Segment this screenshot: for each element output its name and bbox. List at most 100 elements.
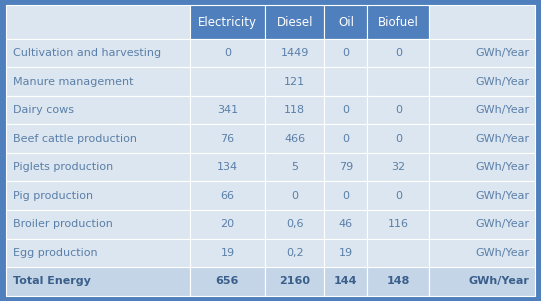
Bar — [430, 267, 535, 296]
Text: Cultivation and harvesting: Cultivation and harvesting — [13, 48, 161, 58]
Bar — [367, 210, 430, 238]
Text: GWh/Year: GWh/Year — [475, 219, 529, 229]
Bar — [265, 96, 325, 124]
Bar — [430, 238, 535, 267]
Text: Beef cattle production: Beef cattle production — [13, 134, 137, 144]
Text: 0: 0 — [395, 105, 402, 115]
Text: 0: 0 — [291, 191, 298, 201]
Bar — [325, 96, 367, 124]
Text: Biofuel: Biofuel — [378, 16, 419, 29]
Text: 0: 0 — [395, 191, 402, 201]
Text: 79: 79 — [339, 162, 353, 172]
Bar — [430, 182, 535, 210]
Bar — [265, 39, 325, 67]
Text: GWh/Year: GWh/Year — [475, 134, 529, 144]
Text: GWh/Year: GWh/Year — [475, 191, 529, 201]
Bar — [325, 182, 367, 210]
Text: GWh/Year: GWh/Year — [475, 105, 529, 115]
Text: 0: 0 — [395, 48, 402, 58]
Bar — [367, 267, 430, 296]
Bar — [6, 67, 190, 96]
Bar — [190, 67, 265, 96]
Bar — [265, 5, 325, 39]
Bar — [6, 96, 190, 124]
Text: Piglets production: Piglets production — [13, 162, 113, 172]
Bar — [325, 39, 367, 67]
Text: 2160: 2160 — [279, 276, 310, 286]
Text: 5: 5 — [291, 162, 298, 172]
Bar — [6, 39, 190, 67]
Text: Electricity: Electricity — [198, 16, 257, 29]
Bar — [265, 182, 325, 210]
Bar — [6, 267, 190, 296]
Bar — [190, 210, 265, 238]
Text: Broiler production: Broiler production — [13, 219, 113, 229]
Bar — [6, 210, 190, 238]
Bar — [430, 96, 535, 124]
Bar — [325, 124, 367, 153]
Text: 0: 0 — [224, 48, 231, 58]
Text: 0,6: 0,6 — [286, 219, 304, 229]
Text: 19: 19 — [220, 248, 234, 258]
Text: 0: 0 — [342, 48, 349, 58]
Text: 134: 134 — [217, 162, 238, 172]
Text: 32: 32 — [391, 162, 406, 172]
Bar — [6, 182, 190, 210]
Bar — [325, 238, 367, 267]
Bar — [367, 39, 430, 67]
Bar — [6, 153, 190, 182]
Text: GWh/Year: GWh/Year — [475, 48, 529, 58]
Bar — [367, 238, 430, 267]
Bar — [325, 67, 367, 96]
Bar — [367, 5, 430, 39]
Bar — [190, 5, 265, 39]
Text: 656: 656 — [216, 276, 239, 286]
Bar — [367, 182, 430, 210]
Bar — [430, 39, 535, 67]
Text: Manure management: Manure management — [13, 76, 134, 87]
Bar — [190, 96, 265, 124]
Text: 144: 144 — [334, 276, 358, 286]
Bar — [430, 5, 535, 39]
Bar — [6, 238, 190, 267]
Text: 118: 118 — [284, 105, 305, 115]
Text: 19: 19 — [339, 248, 353, 258]
Bar — [367, 67, 430, 96]
Text: GWh/Year: GWh/Year — [475, 248, 529, 258]
Text: Oil: Oil — [338, 16, 354, 29]
Bar — [325, 153, 367, 182]
Bar — [265, 267, 325, 296]
Bar — [367, 96, 430, 124]
Text: 116: 116 — [388, 219, 409, 229]
Bar — [367, 153, 430, 182]
Bar — [6, 5, 190, 39]
Bar — [190, 124, 265, 153]
Text: Diesel: Diesel — [276, 16, 313, 29]
Text: GWh/Year: GWh/Year — [475, 76, 529, 87]
Text: 1449: 1449 — [281, 48, 309, 58]
Text: 148: 148 — [387, 276, 410, 286]
Bar — [430, 153, 535, 182]
Bar — [190, 267, 265, 296]
Bar — [265, 67, 325, 96]
Text: 0: 0 — [342, 134, 349, 144]
Text: Pig production: Pig production — [13, 191, 93, 201]
Bar — [430, 67, 535, 96]
Text: 20: 20 — [220, 219, 234, 229]
Bar — [430, 124, 535, 153]
Bar — [6, 124, 190, 153]
Text: 121: 121 — [284, 76, 305, 87]
Bar — [367, 124, 430, 153]
Text: Total Energy: Total Energy — [13, 276, 91, 286]
Text: 0: 0 — [395, 134, 402, 144]
Bar — [190, 153, 265, 182]
Text: Egg production: Egg production — [13, 248, 97, 258]
Text: 0: 0 — [342, 105, 349, 115]
Bar — [430, 210, 535, 238]
Text: Dairy cows: Dairy cows — [13, 105, 74, 115]
Text: 66: 66 — [220, 191, 234, 201]
Text: 0: 0 — [342, 191, 349, 201]
Bar — [190, 238, 265, 267]
Bar — [265, 153, 325, 182]
Text: GWh/Year: GWh/Year — [475, 162, 529, 172]
